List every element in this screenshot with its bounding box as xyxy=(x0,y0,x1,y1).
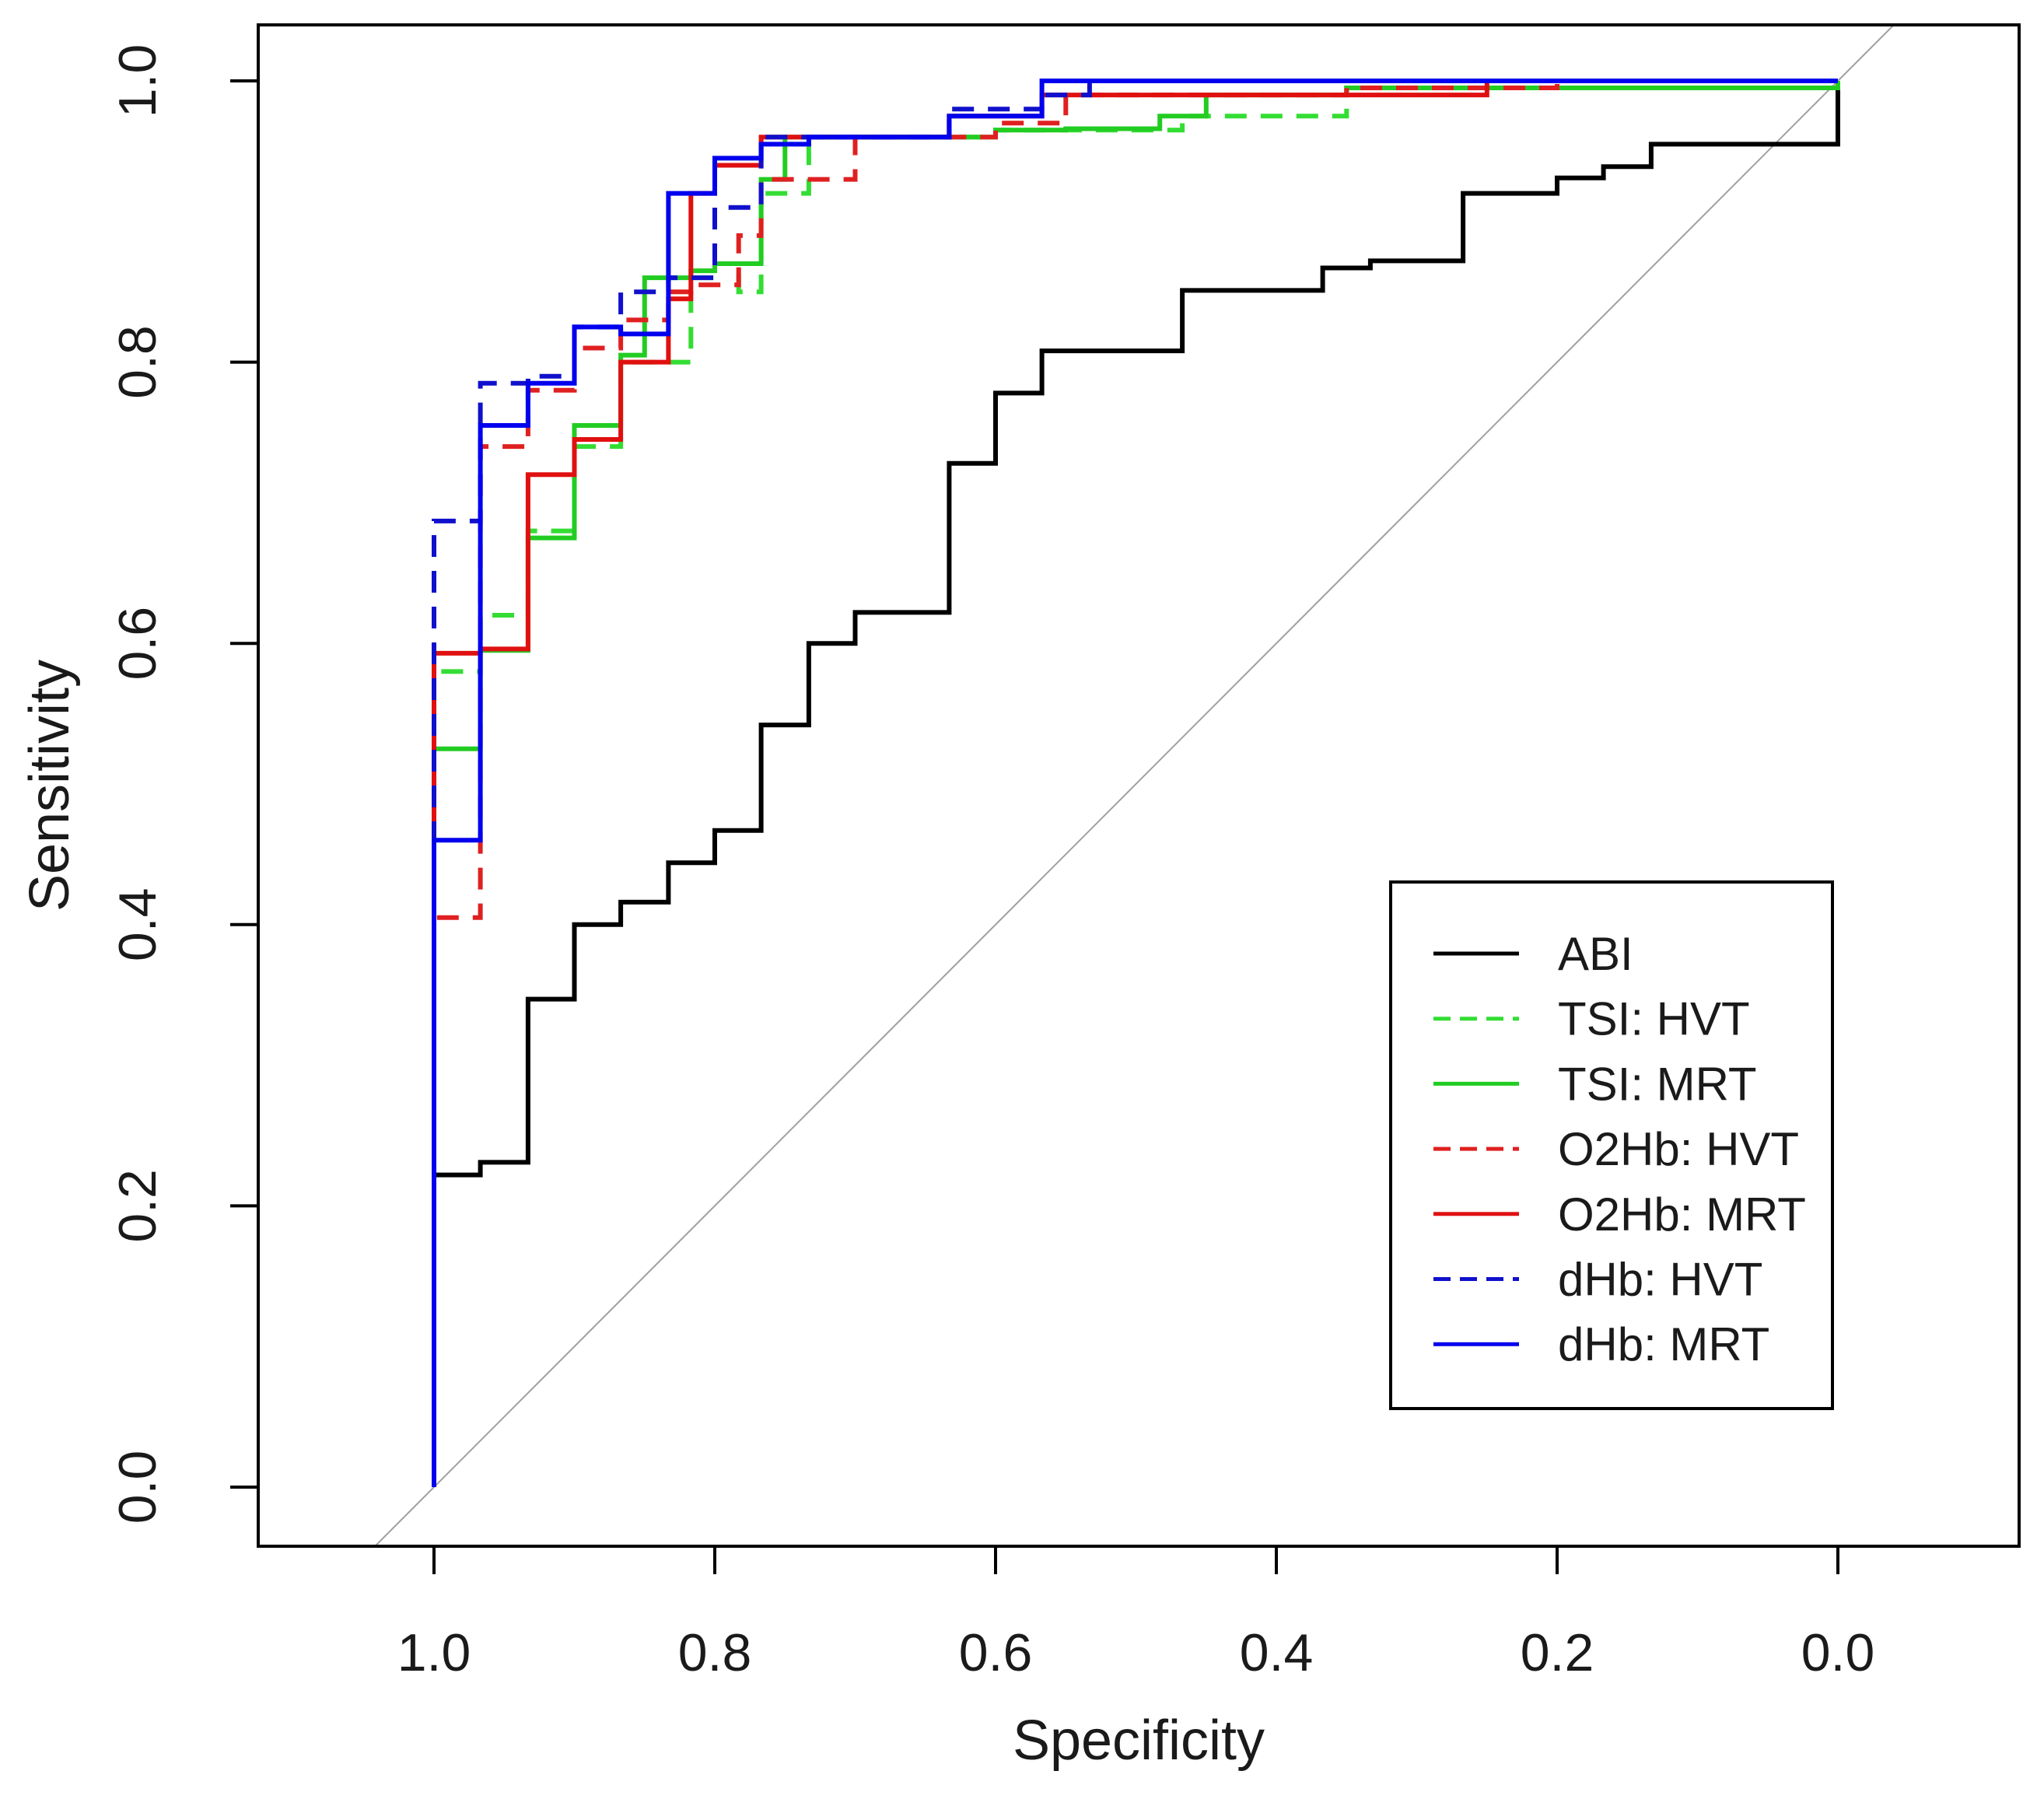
series-line-abi xyxy=(432,81,1840,1487)
legend: ABI TSI: HVT TSI: MRT O2Hb: HVT O2Hb: MRT dHb… xyxy=(1389,880,1834,1410)
plot-frame xyxy=(257,23,2021,1548)
x-tick-label-2: 0.6 xyxy=(959,1623,1033,1682)
x-axis-title: Specificity xyxy=(1013,1710,1265,1772)
series-line-tsi-mrt xyxy=(432,81,1840,1487)
legend-label-o2hb-hvt: O2Hb: HVT xyxy=(1558,1123,1799,1175)
legend-label-tsi-mrt: TSI: MRT xyxy=(1558,1058,1757,1110)
legend-label-tsi-hvt: TSI: HVT xyxy=(1558,993,1750,1045)
y-tick-label-3: 0.6 xyxy=(108,607,167,681)
y-tick-label-0: 0.0 xyxy=(108,1451,167,1524)
legend-box xyxy=(1389,880,1834,1410)
y-tick-label-2: 0.4 xyxy=(108,888,167,962)
x-tick-label-4: 0.2 xyxy=(1521,1623,1594,1682)
y-tick-label-1: 0.2 xyxy=(108,1169,167,1243)
reference-diagonal xyxy=(373,25,1895,1546)
y-tick-label-5: 1.0 xyxy=(108,44,167,118)
y-axis-title: Sensitivity xyxy=(19,660,81,912)
x-tick-label-5: 0.0 xyxy=(1801,1623,1875,1682)
y-tick-label-4: 0.8 xyxy=(108,325,167,399)
series-line-dhb-mrt xyxy=(432,79,1838,1487)
legend-label-abi: ABI xyxy=(1558,928,1633,980)
legend-label-o2hb-mrt: O2Hb: MRT xyxy=(1558,1188,1806,1241)
legend-label-dhb-hvt: dHb: HVT xyxy=(1558,1254,1762,1306)
x-tick-label-1: 0.8 xyxy=(678,1623,752,1682)
x-tick-label-3: 0.4 xyxy=(1240,1623,1314,1682)
x-tick-label-0: 1.0 xyxy=(397,1623,471,1682)
legend-label-dhb-mrt: dHb: MRT xyxy=(1558,1318,1769,1370)
